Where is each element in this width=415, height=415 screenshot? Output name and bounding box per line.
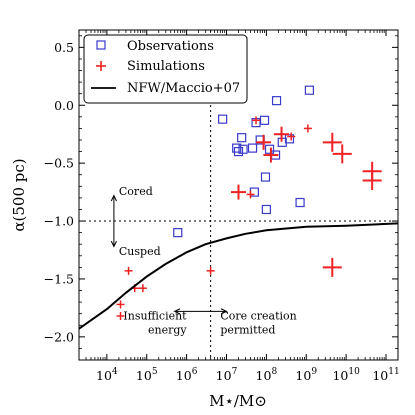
simulation-point <box>322 257 342 277</box>
simulation-point <box>206 266 215 275</box>
cored-cusped-arrow <box>110 194 117 248</box>
x-axis-title: M⋆/M⊙ <box>209 392 267 410</box>
x-tick-label: 108 <box>256 367 278 383</box>
observation-point <box>295 197 305 208</box>
legend: Observations Simulations NFW/Maccio+07 <box>83 34 248 104</box>
annotation-core-creation: Core creation permitted <box>220 309 296 336</box>
simulation-point <box>231 184 246 200</box>
simulation-point <box>246 190 255 199</box>
observation-point <box>247 143 258 153</box>
observation-point <box>237 133 247 143</box>
annotation-cored: Cored <box>119 185 153 198</box>
simulation-point <box>303 124 312 133</box>
legend-simulations-marker <box>96 61 106 71</box>
legend-observations-label: Observations <box>127 39 214 54</box>
observation-point <box>173 228 183 238</box>
observation-point <box>261 204 271 215</box>
x-tick-label: 104 <box>96 367 118 383</box>
observation-point <box>218 114 228 124</box>
y-axis-title: α(500 pc) <box>10 158 28 231</box>
simulation-point <box>256 134 272 150</box>
annotation-cusped: Cusped <box>119 245 161 258</box>
y-tick-label: 0.5 <box>54 40 74 55</box>
x-tick-label: 1010 <box>332 367 360 383</box>
y-tick-label: −1.5 <box>44 271 74 286</box>
observation-point <box>284 134 295 144</box>
x-tick-label: 107 <box>216 367 238 383</box>
y-tick-label: −1.0 <box>44 214 74 229</box>
observation-point <box>271 96 282 106</box>
energy-arrow <box>173 308 228 315</box>
y-tick-label: 0.0 <box>54 98 74 113</box>
simulation-point <box>116 300 125 309</box>
simulation-point <box>362 171 382 191</box>
observation-point <box>264 144 275 154</box>
legend-nfw-label: NFW/Maccio+07 <box>127 81 240 96</box>
simulation-point <box>252 116 261 125</box>
x-tick-label: 105 <box>136 367 158 383</box>
simulation-point <box>274 126 290 142</box>
legend-box <box>83 34 248 104</box>
x-tick-label: 1011 <box>372 367 399 383</box>
observation-point <box>238 144 248 154</box>
y-tick-label: −2.0 <box>44 329 74 344</box>
y-tick-label: −0.5 <box>44 156 74 171</box>
x-tick-label: 106 <box>176 367 198 383</box>
observation-point <box>304 85 315 95</box>
simulation-point <box>332 144 352 164</box>
x-tick-label: 109 <box>295 367 317 383</box>
simulation-point <box>263 147 279 163</box>
legend-simulations-label: Simulations <box>127 59 205 74</box>
simulation-point <box>287 132 296 141</box>
annotation-insufficient-energy: Insufficient energy <box>123 309 187 336</box>
observation-point <box>259 115 270 125</box>
legend-observations-marker <box>96 40 106 50</box>
simulation-point <box>124 266 133 275</box>
simulation-point <box>138 284 147 293</box>
simulation-point <box>116 312 125 320</box>
observation-point <box>260 172 271 182</box>
simulation-point <box>322 132 342 152</box>
nfw-curve <box>79 222 398 330</box>
